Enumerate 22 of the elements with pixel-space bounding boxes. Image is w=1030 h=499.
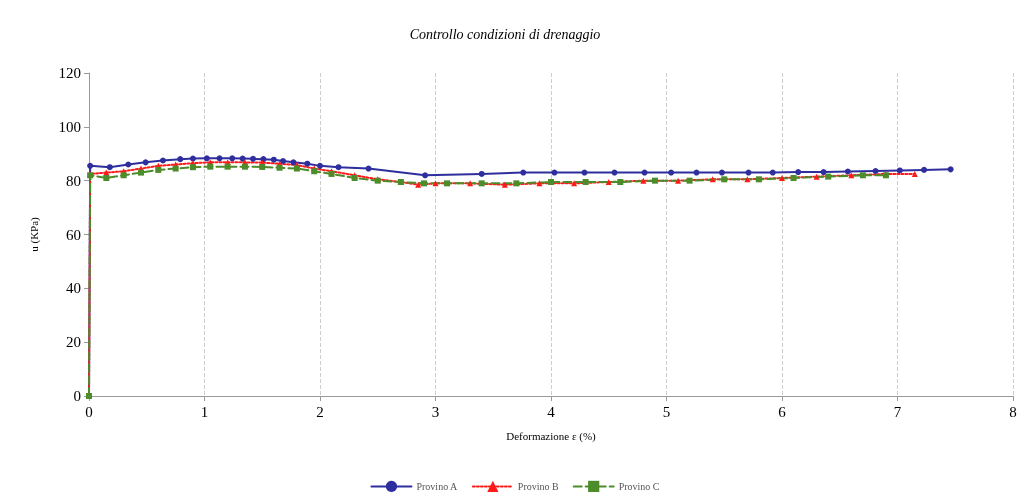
chart-title: Controllo condizioni di drenaggio (409, 26, 601, 42)
x-tick-label: 6 (778, 403, 787, 420)
x-tick-label: 2 (316, 403, 324, 420)
x-tick-label: 7 (893, 403, 902, 420)
x-tick-label: 3 (431, 403, 440, 420)
x-tick-label: 8 (1009, 403, 1017, 420)
legend-label: Provino C (618, 480, 660, 492)
x-tick-label: 4 (547, 403, 556, 420)
legend-label: Provino B (517, 480, 560, 492)
y-axis-title: u (KPa) (27, 216, 41, 252)
y-tick-label: 80 (66, 172, 81, 189)
x-axis-title: Deformazione ε (%) (506, 429, 597, 443)
x-tick-label: 1 (200, 403, 209, 420)
legend-label: Provino A (416, 480, 459, 492)
y-tick-label: 40 (66, 280, 81, 297)
y-tick-label: 100 (58, 118, 81, 135)
x-tick-label: 5 (662, 403, 671, 420)
y-tick-label: 0 (73, 388, 81, 404)
y-tick-label: 60 (66, 226, 81, 243)
y-tick-label: 20 (66, 334, 81, 351)
y-tick-label: 120 (58, 65, 81, 81)
x-tick-label: 0 (85, 403, 93, 420)
